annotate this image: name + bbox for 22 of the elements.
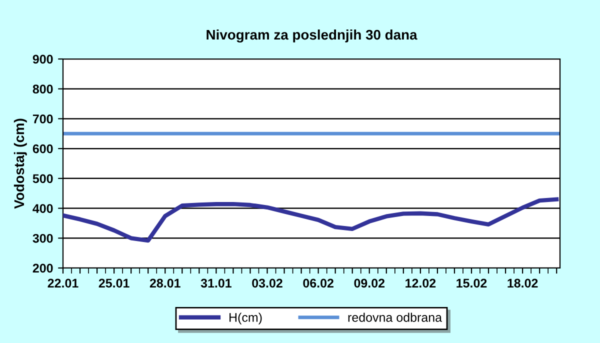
y-tick-label: 200 — [32, 264, 53, 273]
y-tick-label: 700 — [32, 114, 53, 124]
chart-title: Nivogram za poslednjih 30 dana — [206, 29, 418, 42]
legend-label: H(cm) — [230, 312, 262, 324]
x-tick-label: 06.02 — [303, 278, 334, 288]
x-tick-label: 25.01 — [98, 278, 130, 288]
y-tick-label: 400 — [32, 204, 53, 213]
x-tick-label: 03.02 — [252, 278, 282, 288]
legend-label: redovna odbrana — [348, 312, 442, 322]
y-tick-label: 800 — [32, 84, 53, 94]
x-tick-label: 15.02 — [456, 278, 487, 288]
y-axis-title: Vodostaj (cm) — [14, 118, 27, 209]
y-tick-label: 600 — [32, 144, 53, 154]
y-tick-label: 900 — [32, 54, 53, 64]
y-tick-label: 300 — [32, 234, 53, 243]
x-tick-label: 09.02 — [354, 278, 385, 288]
x-tick-label: 12.02 — [406, 278, 436, 288]
x-tick-label: 22.01 — [48, 278, 78, 288]
y-tick-label: 500 — [32, 174, 53, 184]
x-tick-label: 31.01 — [200, 278, 232, 288]
x-tick-label: 28.01 — [150, 278, 180, 288]
x-tick-label: 18.02 — [508, 278, 538, 288]
